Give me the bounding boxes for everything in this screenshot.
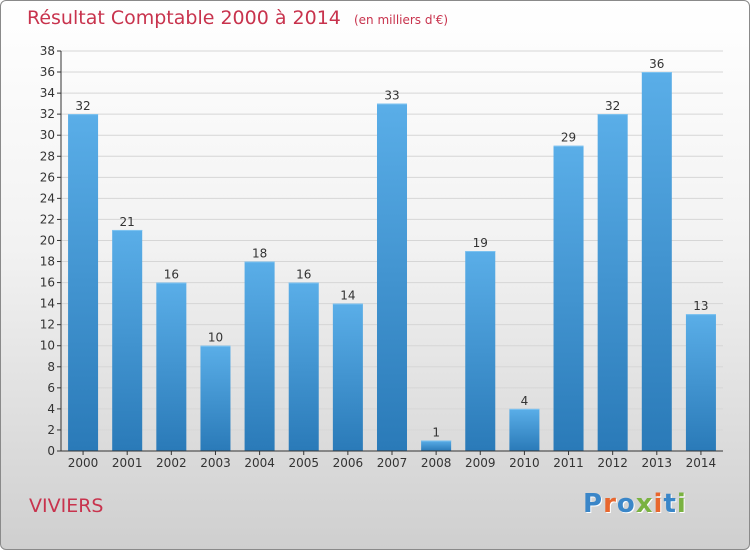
logo-letter: r bbox=[603, 489, 617, 519]
title-text: Résultat Comptable 2000 à 2014 bbox=[27, 7, 341, 29]
y-tick-label: 6 bbox=[47, 381, 55, 395]
bar-value-label: 4 bbox=[521, 394, 529, 408]
bar-value-label: 16 bbox=[164, 268, 179, 282]
y-tick-label: 16 bbox=[40, 276, 55, 290]
bar-value-label: 18 bbox=[252, 247, 267, 261]
bar bbox=[376, 103, 408, 451]
y-tick-label: 18 bbox=[40, 255, 55, 269]
logo-letter: x bbox=[635, 489, 654, 519]
y-tick-label: 32 bbox=[40, 107, 55, 121]
y-tick-label: 10 bbox=[40, 339, 55, 353]
y-tick-label: 38 bbox=[40, 44, 55, 58]
y-tick-label: 26 bbox=[40, 170, 55, 184]
bar-value-label: 36 bbox=[649, 57, 664, 71]
bar bbox=[641, 72, 672, 451]
bar bbox=[509, 408, 540, 451]
y-tick-label: 0 bbox=[47, 444, 55, 458]
x-tick-label: 2011 bbox=[553, 456, 584, 470]
bar bbox=[288, 282, 319, 451]
logo-letter: i bbox=[676, 489, 687, 519]
bar bbox=[156, 282, 187, 451]
bar-value-label: 32 bbox=[605, 99, 620, 113]
bar bbox=[112, 229, 143, 451]
bar-value-label: 21 bbox=[120, 215, 135, 229]
x-tick-label: 2009 bbox=[465, 456, 496, 470]
x-tick-label: 2001 bbox=[112, 456, 143, 470]
x-tick-label: 2008 bbox=[421, 456, 452, 470]
y-tick-label: 28 bbox=[40, 149, 55, 163]
x-tick-label: 2002 bbox=[156, 456, 187, 470]
logo-letter: t bbox=[663, 489, 677, 519]
bar-value-label: 33 bbox=[384, 89, 399, 103]
bar-value-label: 14 bbox=[340, 289, 355, 303]
x-tick-label: 2004 bbox=[244, 456, 275, 470]
bar bbox=[200, 345, 231, 451]
bar bbox=[68, 114, 99, 451]
x-tick-label: 2000 bbox=[68, 456, 99, 470]
bar bbox=[421, 440, 452, 451]
y-tick-label: 22 bbox=[40, 212, 55, 226]
y-tick-label: 2 bbox=[47, 423, 55, 437]
bar-value-label: 10 bbox=[208, 331, 223, 345]
x-tick-label: 2010 bbox=[509, 456, 540, 470]
x-tick-label: 2005 bbox=[288, 456, 319, 470]
x-tick-label: 2006 bbox=[333, 456, 364, 470]
bar-value-label: 16 bbox=[296, 268, 311, 282]
logo-letter: i bbox=[653, 489, 664, 519]
x-tick-label: 2003 bbox=[200, 456, 231, 470]
bar bbox=[597, 114, 628, 451]
x-tick-label: 2014 bbox=[686, 456, 717, 470]
y-tick-label: 20 bbox=[40, 233, 55, 247]
y-tick-label: 36 bbox=[40, 65, 55, 79]
commune-name: VIVIERS bbox=[29, 495, 104, 517]
bar-value-label: 1 bbox=[432, 425, 440, 439]
logo-letter: P bbox=[583, 489, 604, 519]
y-tick-label: 30 bbox=[40, 128, 55, 142]
bar bbox=[465, 251, 496, 451]
bar bbox=[332, 303, 363, 451]
y-tick-label: 8 bbox=[47, 360, 55, 374]
logo-letter: o bbox=[616, 489, 636, 519]
bar-value-label: 19 bbox=[473, 236, 488, 250]
bar-value-label: 32 bbox=[75, 99, 90, 113]
x-tick-label: 2007 bbox=[377, 456, 408, 470]
y-tick-label: 12 bbox=[40, 318, 55, 332]
bar bbox=[685, 314, 716, 451]
proxiti-logo: Proxiti bbox=[583, 489, 687, 519]
bar bbox=[244, 261, 275, 451]
title-unit: (en milliers d'€) bbox=[353, 13, 449, 27]
chart-title: Résultat Comptable 2000 à 2014 (en milli… bbox=[27, 7, 448, 29]
y-tick-label: 14 bbox=[40, 297, 55, 311]
x-tick-label: 2012 bbox=[597, 456, 628, 470]
x-tick-label: 2013 bbox=[642, 456, 673, 470]
bar-value-label: 13 bbox=[693, 299, 708, 313]
y-tick-label: 4 bbox=[47, 402, 55, 416]
y-tick-label: 34 bbox=[40, 86, 55, 100]
y-tick-label: 24 bbox=[40, 191, 55, 205]
bar bbox=[553, 145, 584, 451]
bar-value-label: 29 bbox=[561, 131, 576, 145]
